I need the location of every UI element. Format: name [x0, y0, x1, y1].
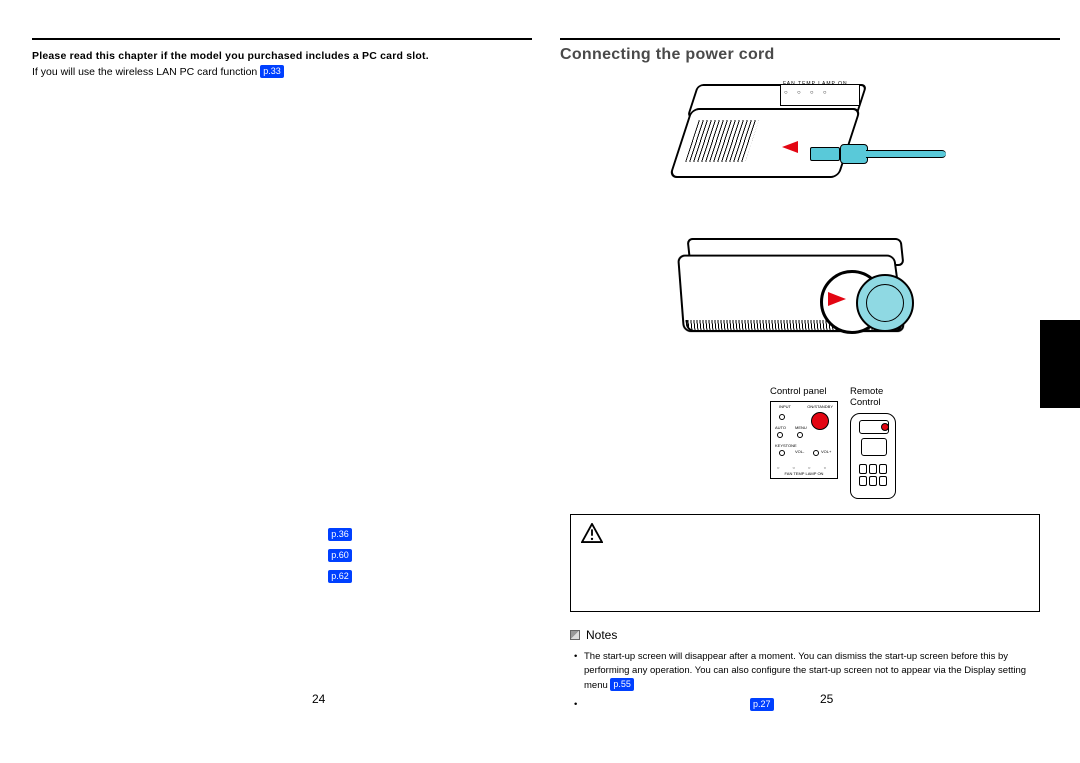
illustration-area: FAN TEMP LAMP ON ○ ○ ○ ○ [590, 78, 1010, 372]
right-rule [560, 38, 1060, 40]
controls-row: Control panel INPUT ON/STANDBY AUTO MENU… [770, 386, 896, 499]
remote-power-icon [881, 423, 889, 431]
indicator-labels: FAN TEMP LAMP ON [783, 81, 848, 87]
section-heading: Connecting the power cord [560, 46, 1060, 64]
intro-line-2-text: If you will use the wireless LAN PC card… [32, 66, 257, 78]
note-item: The start-up screen will disappear after… [570, 650, 1040, 692]
notes-heading-row: Notes [570, 628, 1040, 642]
note-text: The start-up screen will disappear after… [584, 651, 1026, 691]
indicator-dots: ○ ○ ○ ○ [784, 90, 829, 96]
side-ref-column: p.36 p.60 p.62 [328, 528, 352, 583]
section-tab [1040, 320, 1080, 408]
caution-box [570, 514, 1040, 612]
note-item: p.27 [570, 698, 1040, 713]
page-ref[interactable]: p.33 [260, 65, 284, 78]
intro-line-2: If you will use the wireless LAN PC card… [32, 64, 532, 80]
control-panel-illustration: INPUT ON/STANDBY AUTO MENU KEYSTONE VOL-… [770, 401, 838, 479]
page-number-left: 24 [312, 692, 325, 706]
notes-bullet-icon [570, 630, 580, 640]
remote-col: Remote Control [850, 386, 896, 499]
page-ref[interactable]: p.60 [328, 549, 352, 562]
power-cord [810, 144, 940, 166]
left-page: Please read this chapter if the model yo… [32, 38, 532, 738]
page-ref[interactable]: p.62 [328, 570, 352, 583]
insert-arrow-icon [782, 141, 798, 153]
caution-icon [581, 523, 603, 543]
remote-caption: Remote Control [850, 386, 896, 409]
notes-heading: Notes [586, 628, 617, 642]
remove-arrow-icon [828, 292, 846, 306]
page-ref[interactable]: p.27 [750, 698, 774, 711]
right-page: Connecting the power cord FAN TEMP LAMP … [560, 38, 1060, 738]
remote-control-illustration [850, 413, 896, 499]
intro-bold: Please read this chapter if the model yo… [32, 48, 532, 64]
control-panel-col: Control panel INPUT ON/STANDBY AUTO MENU… [770, 386, 838, 479]
page-ref[interactable]: p.36 [328, 528, 352, 541]
notes-section: Notes The start-up screen will disappear… [570, 628, 1040, 719]
page-number-right: 25 [820, 692, 833, 706]
left-rule [32, 38, 532, 40]
projector-rear-illustration: FAN TEMP LAMP ON ○ ○ ○ ○ [670, 78, 930, 208]
control-panel-caption: Control panel [770, 386, 838, 397]
page-ref[interactable]: p.55 [610, 678, 634, 691]
projector-front-illustration [670, 242, 930, 372]
standby-button-icon [811, 412, 829, 430]
